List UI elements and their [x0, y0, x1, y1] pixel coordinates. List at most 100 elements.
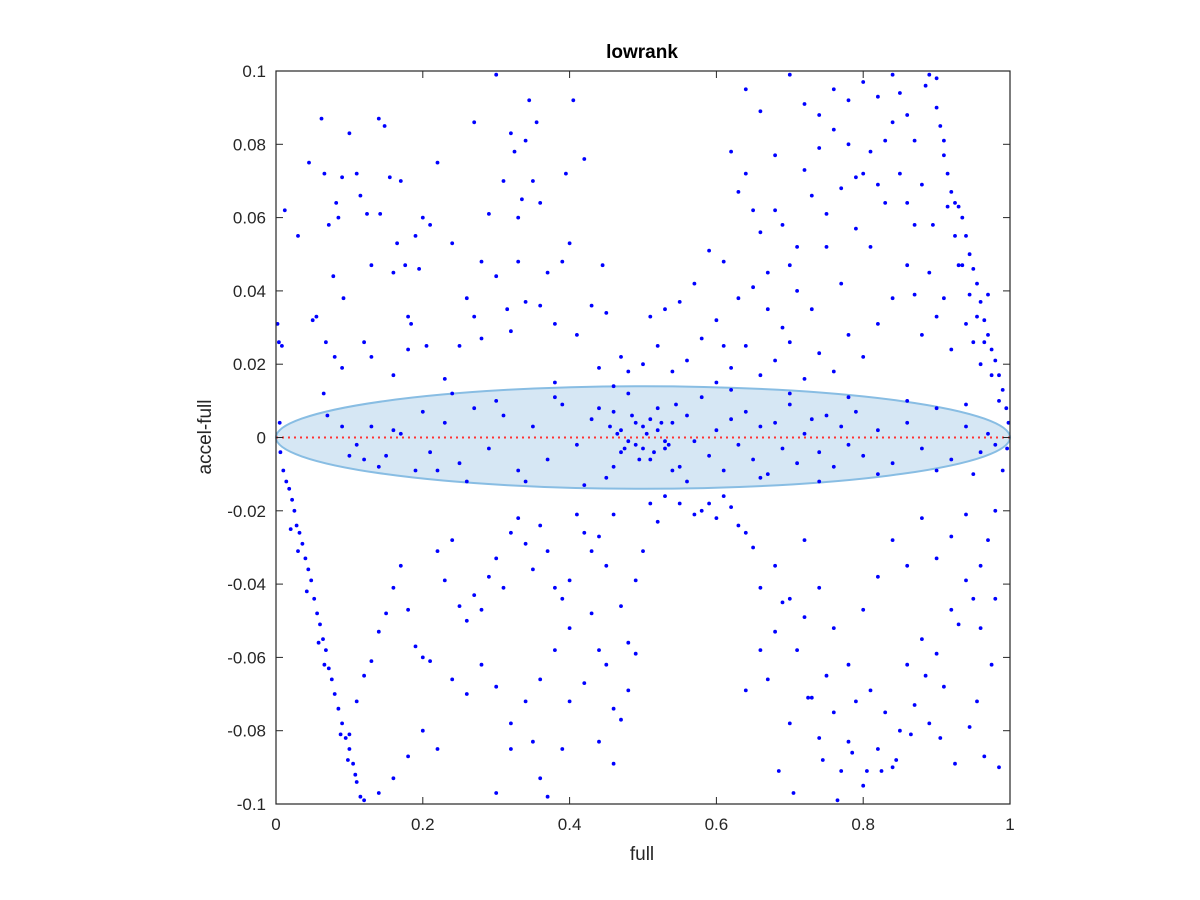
data-point: [382, 124, 387, 128]
data-point: [743, 344, 748, 348]
data-point: [501, 585, 506, 590]
x-tick-label: 0.2: [411, 815, 435, 834]
data-point: [608, 424, 612, 429]
data-point: [622, 446, 627, 451]
data-point: [564, 171, 568, 176]
data-point: [600, 263, 605, 268]
data-point: [743, 530, 748, 535]
data-point: [677, 501, 682, 506]
data-point: [597, 534, 601, 539]
data-point: [378, 212, 383, 216]
data-point: [964, 424, 968, 429]
data-point: [978, 362, 983, 367]
data-point: [964, 512, 968, 517]
data-point: [663, 494, 667, 498]
data-point: [575, 442, 579, 447]
data-points: [275, 72, 1011, 803]
data-point: [707, 248, 711, 253]
y-axis-label: accel-full: [195, 400, 216, 475]
data-point: [362, 340, 366, 345]
data-point: [868, 688, 873, 693]
data-point: [942, 138, 946, 143]
data-point: [509, 721, 513, 726]
data-point: [395, 241, 399, 246]
data-point: [751, 285, 755, 290]
data-point: [978, 626, 983, 630]
data-point: [986, 538, 990, 542]
data-point: [890, 538, 895, 542]
data-point: [413, 468, 418, 473]
data-point: [956, 263, 961, 268]
data-point: [758, 373, 763, 378]
data-point: [516, 259, 521, 264]
data-point: [347, 747, 352, 751]
data-point: [479, 607, 484, 612]
data-point: [604, 475, 609, 480]
data-point: [997, 373, 1001, 378]
data-point: [534, 120, 539, 125]
x-tick-label: 0.6: [705, 815, 729, 834]
data-point: [472, 406, 477, 411]
data-point: [909, 732, 913, 737]
data-point: [890, 461, 895, 466]
data-point: [780, 325, 785, 330]
data-point: [1005, 446, 1009, 451]
data-point: [960, 263, 965, 268]
data-point: [464, 692, 469, 696]
data-point: [472, 314, 477, 319]
data-point: [934, 406, 939, 411]
data-point: [960, 215, 965, 220]
data-point: [326, 223, 331, 227]
data-point: [927, 72, 932, 77]
data-point: [326, 666, 331, 671]
data-point: [780, 223, 785, 227]
data-point: [347, 453, 352, 458]
data-point: [424, 344, 429, 348]
data-point: [674, 402, 678, 407]
data-point: [854, 409, 858, 414]
data-point: [604, 563, 609, 568]
data-point: [531, 179, 535, 183]
data-point: [575, 333, 579, 337]
y-axis-ticks: -0.1 -0.08 -0.06 -0.04 -0.02 0 0.02 0.04 0.06 0.0…: [227, 62, 1010, 814]
data-point: [975, 699, 979, 704]
data-point: [846, 739, 851, 744]
data-point: [516, 468, 521, 473]
data-point: [545, 794, 550, 799]
data-point: [949, 607, 954, 612]
data-point: [324, 340, 328, 345]
data-point: [846, 442, 851, 447]
data-point: [615, 431, 620, 436]
x-axis-label: full: [630, 844, 654, 865]
data-point: [920, 446, 924, 451]
data-point: [512, 149, 517, 154]
data-point: [920, 182, 924, 187]
data-point: [575, 512, 579, 517]
data-point: [964, 578, 968, 583]
data-point: [879, 769, 884, 773]
data-point: [319, 116, 324, 121]
data-point: [839, 769, 844, 773]
data-point: [597, 648, 601, 652]
data-point: [809, 193, 814, 198]
data-point: [442, 377, 447, 381]
data-point: [666, 442, 671, 447]
data-point: [538, 677, 543, 682]
data-point: [450, 391, 455, 396]
data-point: [630, 413, 634, 418]
data-point: [290, 497, 294, 502]
data-point: [876, 182, 880, 187]
data-point: [611, 706, 616, 711]
data-point: [450, 538, 455, 542]
data-point: [567, 699, 572, 704]
data-point: [589, 549, 594, 553]
data-point: [457, 344, 462, 348]
data-point: [472, 120, 477, 125]
data-point: [824, 245, 829, 249]
data-point: [655, 519, 660, 524]
data-point: [626, 391, 631, 396]
data-point: [839, 424, 844, 429]
data-point: [619, 717, 623, 722]
data-point: [835, 798, 840, 803]
data-point: [912, 223, 917, 227]
